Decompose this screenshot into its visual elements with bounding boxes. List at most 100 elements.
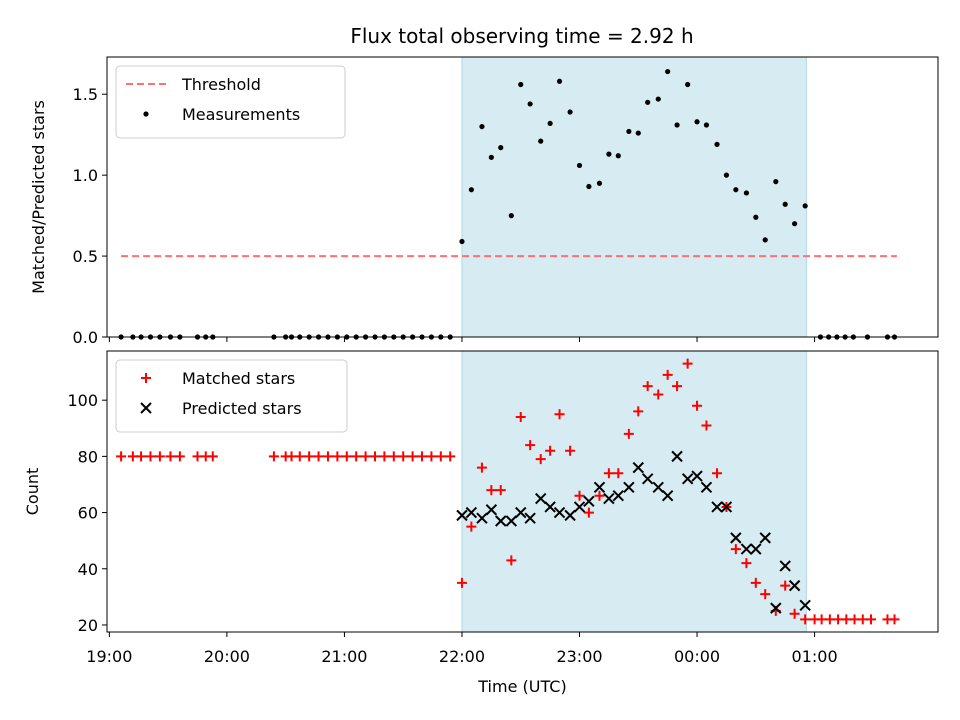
measurement-point: [694, 119, 700, 125]
matched-star-point: [388, 451, 399, 462]
y-tick-label: 20: [78, 616, 98, 635]
measurement-point: [655, 96, 661, 102]
matched-star-point: [633, 406, 644, 417]
predicted-star-point: [515, 506, 527, 519]
matched-star-point: [554, 409, 565, 420]
matched-star-point: [304, 451, 315, 462]
measurement-point: [459, 238, 465, 245]
matched-star-point: [379, 451, 390, 462]
measurement-point: [586, 183, 592, 190]
predicted-star-point: [465, 506, 478, 519]
matched-star-point: [642, 381, 653, 392]
measurement-point: [714, 141, 720, 147]
matched-star-point: [506, 555, 517, 566]
predicted-star-point: [759, 532, 771, 544]
predicted-star-point: [505, 515, 518, 527]
y-tick-label: 0.0: [73, 328, 98, 347]
legend-label: Measurements: [182, 105, 300, 124]
predicted-star-point: [593, 481, 606, 493]
measurement-point: [685, 81, 691, 88]
matched-star-point: [889, 614, 900, 625]
matched-star-point: [435, 451, 446, 462]
y-axis-label: Matched/Predicted stars: [29, 100, 48, 294]
legend-label: Threshold: [181, 75, 261, 94]
matched-star-point: [780, 580, 791, 591]
predicted-star-point: [476, 512, 488, 524]
matched-star-point: [398, 451, 409, 462]
matched-star-point: [682, 358, 693, 369]
y-tick-label: 80: [78, 447, 98, 466]
legend-matched-swatch: [141, 373, 151, 383]
measurement-point: [773, 179, 779, 185]
measurement-point: [468, 187, 474, 193]
predicted-star-point: [720, 501, 733, 513]
predicted-star-point: [612, 490, 625, 502]
measurement-point: [733, 187, 739, 193]
measurement-point: [703, 122, 710, 128]
measurement-point: [576, 162, 583, 169]
y-axis-label: Count: [23, 468, 42, 516]
predicted-star-point: [544, 501, 556, 513]
panel-counts: 20 40 60 80 100 19:00 20:00 21:00 22:00 23:00 00:0…: [23, 350, 939, 696]
matched-star-point: [341, 451, 352, 462]
predicted-star-point: [553, 506, 566, 519]
measurement-point: [674, 122, 680, 128]
legend-predicted-swatch: [140, 402, 152, 414]
matched-star-point: [613, 468, 624, 479]
measurement-point: [782, 201, 788, 207]
matched-star-point: [789, 608, 800, 619]
legend-box: [115, 65, 346, 139]
matched-star-point: [466, 521, 477, 532]
measurement-point: [723, 172, 730, 178]
matched-star-point: [515, 412, 526, 423]
measurement-point: [567, 109, 573, 115]
predicted-star-point: [681, 473, 694, 485]
measurement-point: [645, 99, 651, 105]
predicted-star-point: [603, 492, 615, 505]
matched-star-point: [207, 451, 218, 462]
predicted-star-point: [524, 512, 536, 524]
axes-frame: [106, 350, 939, 633]
matched-star-point: [565, 445, 576, 456]
matched-star-point: [701, 420, 712, 431]
y-tick-label: 0.5: [73, 247, 98, 266]
matched-star-point: [535, 454, 546, 465]
matched-star-point: [741, 558, 752, 569]
matched-star-point: [154, 451, 165, 462]
matched-star-point: [653, 389, 664, 400]
matched-star-point: [750, 577, 761, 588]
predicted-star-point: [623, 481, 635, 493]
predicted-star-point: [788, 579, 801, 592]
matched-star-point: [456, 577, 467, 588]
predicted-star-point: [770, 602, 782, 614]
measurement-point: [596, 180, 603, 186]
y-tick-label: 100: [67, 391, 98, 410]
measurement-point: [488, 154, 494, 160]
measurement-point: [635, 130, 641, 136]
predicted-star-point: [564, 509, 576, 522]
y-tick-label: 1.5: [73, 85, 98, 104]
predicted-star-point: [711, 501, 723, 513]
matched-star-point: [294, 451, 305, 462]
matched-star-point: [369, 451, 380, 462]
matched-star-point: [495, 485, 506, 496]
measurement-point: [615, 153, 621, 159]
legend-label: Predicted stars: [182, 399, 302, 418]
matched-star-point: [116, 451, 127, 462]
predicted-star-point: [652, 481, 664, 493]
y-tick-label: 1.0: [73, 166, 98, 185]
figure-title: Flux total observing time = 2.92 h: [350, 24, 693, 48]
matched-star-point: [268, 451, 279, 462]
x-tick-label: 21:00: [321, 647, 367, 666]
measurement-point: [538, 138, 544, 144]
y-tick-label: 40: [78, 560, 98, 579]
matched-star-point: [662, 369, 673, 380]
x-axis-label: Time (UTC): [477, 677, 566, 696]
matched-star-point: [417, 451, 428, 462]
predicted-star-point: [573, 501, 586, 513]
matched-star-point: [760, 589, 771, 600]
measurement-point: [792, 221, 798, 227]
matched-star-point: [486, 485, 497, 496]
matched-star-point: [545, 445, 556, 456]
